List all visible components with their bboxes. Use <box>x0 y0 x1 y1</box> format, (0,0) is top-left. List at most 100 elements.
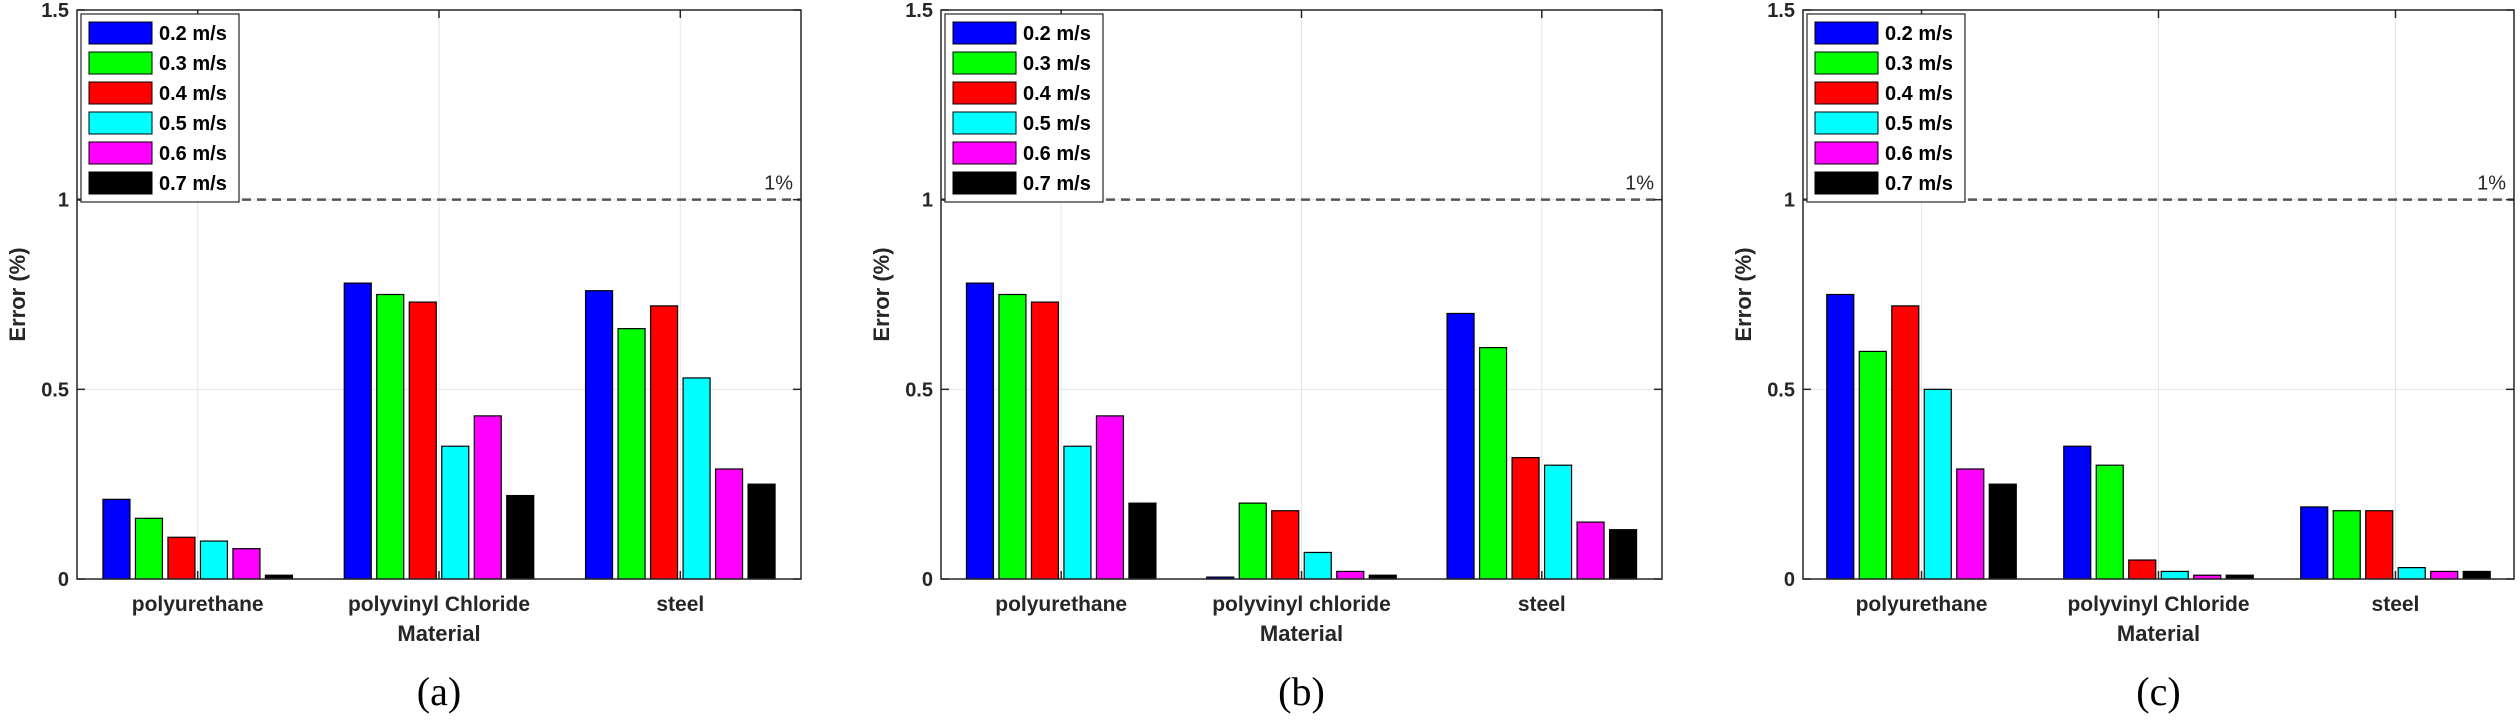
chart-panel-c: 1% 0 0.5 1 1.5 polyurethane polyvinyl Chloride… <box>1731 0 2515 714</box>
bar <box>506 494 535 580</box>
bar <box>2332 510 2361 580</box>
bar <box>2430 570 2459 580</box>
bar <box>1576 521 1605 580</box>
bar <box>102 498 131 580</box>
legend-swatch <box>1814 141 1879 165</box>
bar <box>1988 483 2017 580</box>
bar <box>1826 293 1855 580</box>
bar <box>965 282 995 580</box>
bar <box>2300 506 2329 580</box>
legend: 0.2 m/s 0.3 m/s 0.4 m/s 0.5 m/s 0.6 m/s 0.7 m… <box>80 13 240 203</box>
legend-label: 0.6 m/s <box>159 143 227 165</box>
bar <box>1858 350 1887 580</box>
bar <box>617 328 646 580</box>
legend-swatch <box>1814 21 1879 45</box>
bar <box>998 293 1027 580</box>
bar <box>1923 388 1952 580</box>
y-axis-title: Error (%) <box>5 247 30 341</box>
bar <box>1446 312 1475 580</box>
chart-panel-a: 1% 0 0.5 1 1.5 polyurethane polyvinyl Chloride… <box>5 0 802 714</box>
bar <box>747 483 776 580</box>
legend-label: 0.6 m/s <box>1885 143 1953 165</box>
bar <box>1030 301 1060 580</box>
panel-caption: (b) <box>1278 669 1325 714</box>
y-axis-title: Error (%) <box>869 247 894 341</box>
bar <box>1543 464 1573 580</box>
legend-swatch <box>88 81 153 105</box>
legend-label: 0.5 m/s <box>1885 113 1953 135</box>
legend-swatch <box>952 141 1017 165</box>
x-tick-label: polyurethane <box>1856 593 1988 616</box>
legend-swatch <box>952 111 1017 135</box>
x-tick-label: polyvinyl chloride <box>1212 593 1391 616</box>
legend-label: 0.2 m/s <box>1023 23 1091 45</box>
x-tick-label: steel <box>1518 593 1566 616</box>
legend-swatch <box>952 81 1017 105</box>
legend-swatch <box>1814 111 1879 135</box>
legend-label: 0.6 m/s <box>1023 143 1091 165</box>
legend-label: 0.5 m/s <box>1023 113 1091 135</box>
x-axis-title: Material <box>2117 621 2200 646</box>
legend-label: 0.7 m/s <box>1885 173 1953 195</box>
bar <box>1238 502 1267 580</box>
x-tick-label: polyurethane <box>995 593 1127 616</box>
x-tick-label: steel <box>656 593 704 616</box>
panel-caption: (c) <box>2136 669 2180 714</box>
y-tick-label: 1.5 <box>1767 0 1795 22</box>
reference-label: 1% <box>1625 173 1654 195</box>
legend-label: 0.4 m/s <box>1885 83 1953 105</box>
bar <box>376 293 405 580</box>
bar <box>1511 457 1540 580</box>
legend-swatch <box>88 111 153 135</box>
bar <box>408 301 437 580</box>
y-tick-label: 0 <box>1784 569 1795 591</box>
bar <box>1063 445 1092 580</box>
legend-swatch <box>952 51 1017 75</box>
legend-swatch <box>88 171 153 195</box>
bar <box>1095 415 1125 580</box>
reference-label: 1% <box>764 173 793 195</box>
bar <box>1303 551 1332 580</box>
legend-label: 0.3 m/s <box>1023 53 1091 75</box>
legend-label: 0.3 m/s <box>159 53 227 75</box>
bar <box>2063 445 2092 580</box>
bar <box>584 290 614 580</box>
legend-label: 0.7 m/s <box>1023 173 1091 195</box>
bar <box>441 445 470 580</box>
legend-swatch <box>952 171 1017 195</box>
bar <box>2128 559 2157 580</box>
y-tick-label: 0.5 <box>41 379 69 401</box>
legend: 0.2 m/s 0.3 m/s 0.4 m/s 0.5 m/s 0.6 m/s 0.7 m… <box>1806 13 1966 203</box>
y-tick-label: 0 <box>58 569 69 591</box>
legend-label: 0.2 m/s <box>1885 23 1953 45</box>
x-tick-label: polyvinyl Chloride <box>2067 593 2249 616</box>
y-axis-title: Error (%) <box>1731 247 1756 341</box>
x-axis-title: Material <box>397 621 480 646</box>
legend-swatch <box>1814 51 1879 75</box>
y-tick-label: 1.5 <box>41 0 69 22</box>
bar <box>1271 510 1300 580</box>
legend-label: 0.2 m/s <box>159 23 227 45</box>
legend-swatch <box>88 21 153 45</box>
legend-box <box>944 13 1104 203</box>
bar <box>473 415 502 580</box>
legend-label: 0.4 m/s <box>1023 83 1091 105</box>
legend-label: 0.4 m/s <box>159 83 227 105</box>
legend-swatch <box>952 21 1017 45</box>
y-tick-label: 0 <box>922 569 933 591</box>
legend-label: 0.7 m/s <box>159 173 227 195</box>
legend-box <box>1806 13 1966 203</box>
y-tick-label: 0.5 <box>1767 379 1795 401</box>
y-tick-label: 1 <box>58 190 69 212</box>
reference-label: 1% <box>2477 173 2506 195</box>
legend-swatch <box>1814 171 1879 195</box>
bar <box>1956 468 1985 580</box>
bar <box>2160 570 2189 580</box>
bar <box>1478 347 1508 580</box>
legend-swatch <box>88 51 153 75</box>
bar <box>232 548 261 580</box>
legend-box <box>80 13 240 203</box>
x-tick-label: polyvinyl Chloride <box>348 593 530 616</box>
y-tick-label: 1 <box>922 190 933 212</box>
